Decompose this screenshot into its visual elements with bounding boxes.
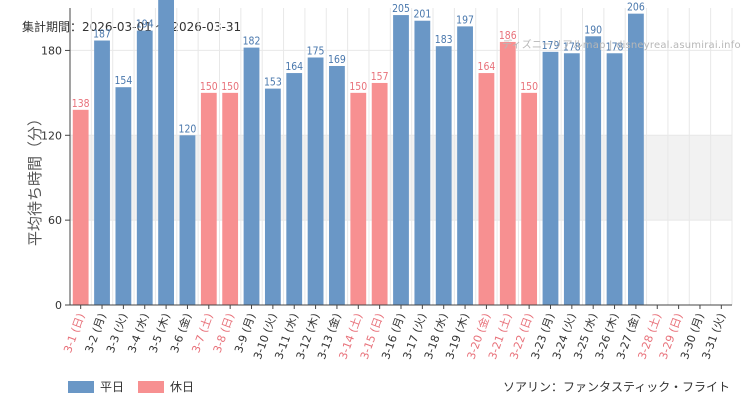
- bar-value-label: 150: [349, 80, 367, 93]
- legend: 平日 休日: [68, 378, 208, 395]
- collection-period: 集計期間：2026-03-01 ～ 2026-03-31: [22, 20, 242, 34]
- bar-holiday[interactable]: [521, 92, 538, 305]
- bar-value-label: 178: [606, 40, 624, 53]
- bar-weekday[interactable]: [585, 36, 602, 306]
- bar-weekday[interactable]: [414, 20, 431, 305]
- bar-weekday[interactable]: [563, 53, 580, 305]
- bar-weekday[interactable]: [94, 40, 110, 306]
- bar-value-label: 205: [392, 2, 410, 15]
- bar-weekday[interactable]: [179, 135, 196, 305]
- bar-holiday[interactable]: [72, 109, 89, 305]
- attraction-name: ソアリン：ファンタスティック・フライト: [502, 380, 730, 394]
- bar-value-label: 164: [478, 60, 496, 73]
- bar-weekday[interactable]: [393, 15, 409, 305]
- bar-value-label: 153: [264, 76, 282, 89]
- bar-weekday[interactable]: [243, 47, 260, 305]
- bar-value-label: 157: [371, 70, 389, 83]
- bar-weekday[interactable]: [115, 87, 132, 305]
- bar-value-label: 164: [285, 60, 303, 73]
- bar-value-label: 154: [114, 74, 132, 87]
- bar-value-label: 150: [221, 80, 239, 93]
- bar-holiday[interactable]: [371, 82, 388, 305]
- bar-value-label: 175: [307, 45, 325, 58]
- bar-holiday[interactable]: [499, 41, 516, 305]
- legend-item-weekday[interactable]: 平日: [68, 378, 124, 395]
- bar-holiday[interactable]: [478, 73, 495, 305]
- bar-value-label: 150: [520, 80, 538, 93]
- bar-weekday[interactable]: [606, 53, 623, 305]
- bar-weekday[interactable]: [136, 30, 153, 305]
- bar-value-label: 183: [435, 33, 453, 46]
- bar-value-label: 206: [627, 1, 645, 14]
- legend-label-holiday: 休日: [170, 380, 195, 394]
- bar-holiday[interactable]: [222, 92, 239, 305]
- bar-weekday[interactable]: [329, 65, 345, 305]
- bar-value-label: 201: [413, 8, 431, 21]
- bar-value-label: 187: [93, 28, 111, 41]
- y-tick-label: 0: [55, 299, 62, 312]
- bar-value-label: 150: [200, 80, 218, 93]
- bar-layer: [72, 0, 644, 306]
- legend-item-holiday[interactable]: 休日: [138, 378, 194, 395]
- bar-weekday[interactable]: [307, 57, 324, 306]
- bar-weekday[interactable]: [542, 51, 559, 305]
- legend-label-weekday: 平日: [100, 380, 125, 394]
- bar-value-label: 179: [542, 39, 560, 52]
- bar-weekday[interactable]: [158, 0, 174, 305]
- bar-weekday[interactable]: [628, 13, 644, 306]
- bar-value-label: 197: [456, 13, 474, 26]
- bar-value-label: 120: [179, 122, 197, 135]
- legend-swatch-holiday: [138, 380, 165, 393]
- bar-value-label: 178: [563, 40, 581, 53]
- bar-holiday[interactable]: [350, 92, 367, 305]
- bar-value-label: 194: [136, 18, 154, 31]
- bar-weekday[interactable]: [264, 88, 281, 305]
- bar-value-label: 186: [499, 29, 517, 42]
- y-tick-label: 120: [41, 129, 62, 142]
- bar-weekday[interactable]: [286, 73, 303, 305]
- legend-swatch-weekday: [68, 380, 94, 393]
- y-tick-label: 60: [48, 214, 62, 227]
- bar-value-label: 190: [584, 23, 602, 36]
- bar-value-label: 138: [72, 97, 90, 110]
- bar-value-label: 182: [243, 35, 261, 48]
- bar-weekday[interactable]: [435, 46, 452, 305]
- watermark: ディズニーリアルmap | disneyreal.asumirai.info: [502, 40, 741, 51]
- y-tick-label: 180: [41, 44, 62, 57]
- bar-weekday[interactable]: [457, 26, 473, 306]
- bar-holiday[interactable]: [200, 92, 217, 305]
- bar-value-label: 169: [328, 53, 346, 66]
